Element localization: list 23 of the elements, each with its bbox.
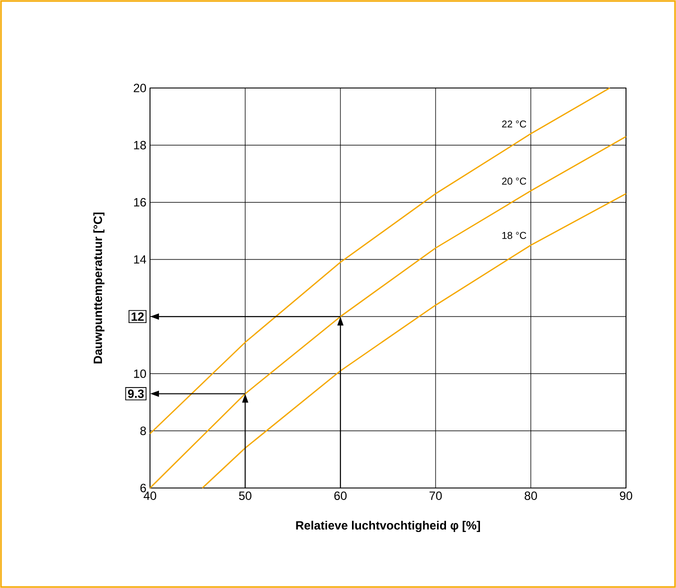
series-label: 22 °C — [502, 120, 526, 128]
x-tick-label: 40 — [144, 492, 156, 500]
x-tick-label: 60 — [334, 492, 347, 500]
series-label: 18 °C — [502, 232, 526, 239]
y-tick-label: 6 — [140, 484, 146, 492]
y-tick-label: 8 — [140, 426, 146, 436]
line-series — [149, 87, 610, 434]
line-series — [149, 136, 627, 489]
y-tick-label: 16 — [134, 198, 146, 207]
y-tick-label: 14 — [134, 255, 146, 264]
x-tick-label: 70 — [430, 492, 442, 500]
y-tick-label: 10 — [134, 369, 146, 378]
y-axis-title: Dauwpunttemperatuur [°C] — [93, 212, 104, 364]
series-label: 20 °C — [502, 178, 526, 185]
x-axis-title: Relatieve luchtvochtigheid φ [%] — [296, 520, 480, 532]
y-tick-label: 18 — [134, 140, 146, 150]
x-tick-label: 90 — [620, 492, 632, 500]
x-tick-label: 50 — [239, 492, 252, 500]
y-tick-label: 9.3 — [128, 389, 144, 398]
y-tick-label: 20 — [134, 84, 146, 92]
y-tick-label: 12 — [132, 312, 144, 321]
line-series — [202, 193, 627, 489]
x-tick-label: 80 — [524, 492, 537, 500]
